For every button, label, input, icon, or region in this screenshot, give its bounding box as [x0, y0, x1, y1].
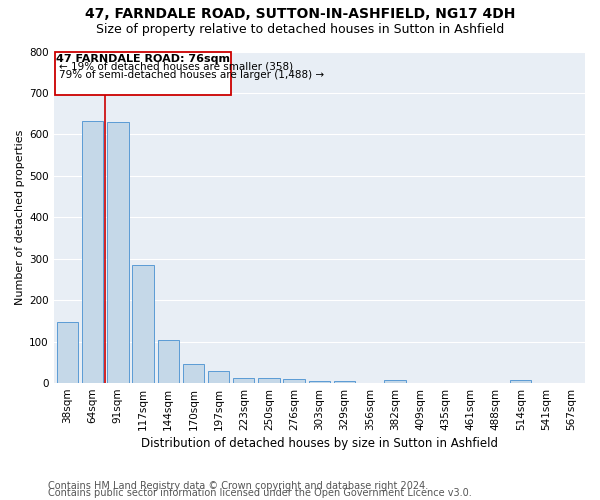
Y-axis label: Number of detached properties: Number of detached properties [15, 130, 25, 305]
Text: 47 FARNDALE ROAD: 76sqm: 47 FARNDALE ROAD: 76sqm [56, 54, 230, 64]
Bar [133, 265, 154, 383]
Bar [233, 378, 254, 383]
Text: 79% of semi-detached houses are larger (1,488) →: 79% of semi-detached houses are larger (… [59, 70, 324, 80]
Bar [510, 380, 532, 383]
Bar [183, 364, 204, 383]
Text: Contains public sector information licensed under the Open Government Licence v3: Contains public sector information licen… [48, 488, 472, 498]
FancyBboxPatch shape [55, 52, 231, 95]
Bar [158, 340, 179, 383]
Bar [82, 121, 103, 383]
Text: 47, FARNDALE ROAD, SUTTON-IN-ASHFIELD, NG17 4DH: 47, FARNDALE ROAD, SUTTON-IN-ASHFIELD, N… [85, 8, 515, 22]
Bar [384, 380, 406, 383]
X-axis label: Distribution of detached houses by size in Sutton in Ashfield: Distribution of detached houses by size … [141, 437, 498, 450]
Bar [308, 381, 330, 383]
Bar [258, 378, 280, 383]
Text: Contains HM Land Registry data © Crown copyright and database right 2024.: Contains HM Land Registry data © Crown c… [48, 481, 428, 491]
Bar [57, 322, 78, 383]
Bar [334, 381, 355, 383]
Bar [283, 379, 305, 383]
Text: ← 19% of detached houses are smaller (358): ← 19% of detached houses are smaller (35… [59, 62, 293, 72]
Text: Size of property relative to detached houses in Sutton in Ashfield: Size of property relative to detached ho… [96, 22, 504, 36]
Bar [107, 122, 128, 383]
Bar [208, 370, 229, 383]
